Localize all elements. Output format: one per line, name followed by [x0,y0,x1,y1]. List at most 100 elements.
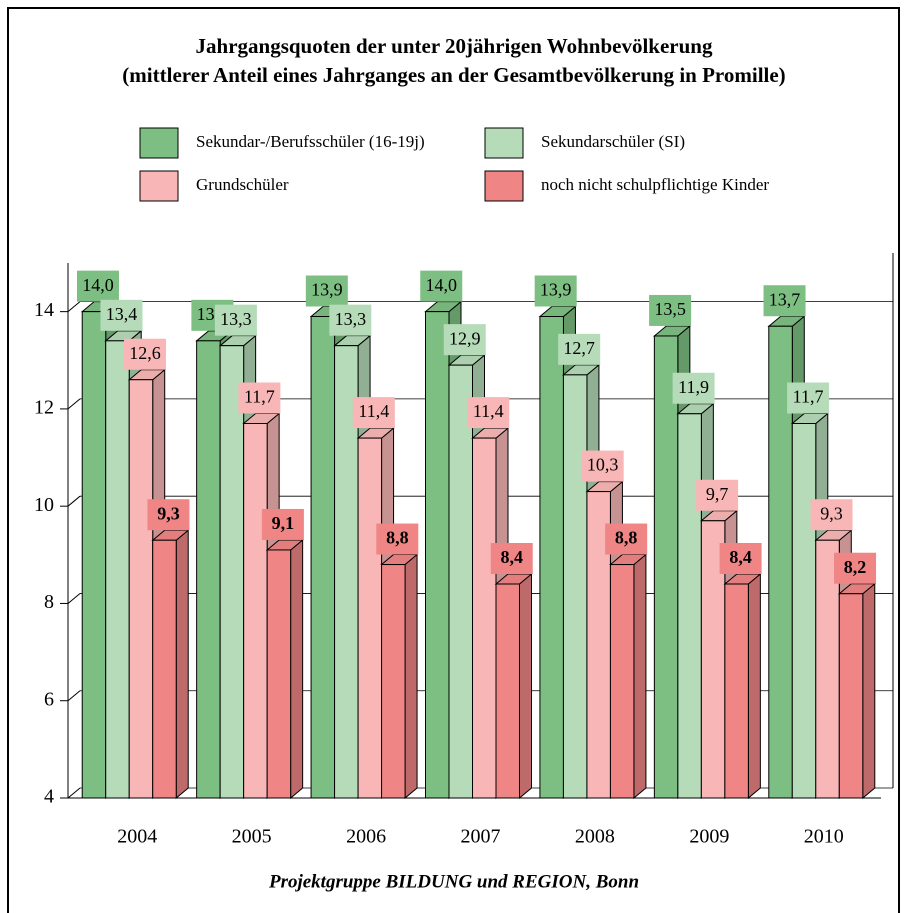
x-tick-label: 2005 [232,826,272,848]
legend-label: noch nicht schulpflichtige Kinder [541,175,769,194]
value-label: 13,4 [106,304,138,324]
value-label-box [534,275,577,307]
bar [357,437,383,799]
value-label: 11,9 [678,377,709,397]
bar-side [519,572,532,800]
bar [243,423,268,799]
value-label: 13,3 [220,309,252,329]
tick-depth [67,398,81,410]
value-label: 11,4 [473,401,504,421]
value-label-box [261,508,304,540]
legend-label: Sekundarschüler (SI) [541,132,685,151]
bar [105,340,130,799]
bar [219,345,245,799]
value-label-box [305,275,348,307]
bar [196,340,221,799]
value-label-box [376,523,419,555]
tick-depth [67,301,81,313]
legend-swatch [484,127,524,159]
bar [448,364,473,799]
value-label: 8,4 [501,547,524,567]
value-label-box [696,479,739,511]
value-label: 8,8 [386,528,409,548]
value-label-box [787,382,830,414]
value-label-box [420,270,463,302]
value-label-box [123,338,166,370]
bar-side [404,553,418,800]
value-label: 13,3 [335,309,367,329]
value-label: 9,3 [820,503,843,523]
bar-side [747,572,761,800]
legend-swatch [139,170,179,202]
value-label: 10,3 [587,455,619,475]
bar [791,423,817,799]
x-tick-label: 2010 [804,826,844,848]
bar [381,564,406,799]
frame [7,7,900,913]
bar [838,593,864,799]
value-label-box [834,552,877,584]
value-label-box [672,372,715,404]
value-label: 8,8 [615,528,638,548]
value-label: 12,9 [449,328,481,348]
value-label-box [581,450,624,482]
bar [653,335,679,799]
value-label: 9,3 [157,503,180,523]
value-label: 9,7 [706,484,729,504]
x-tick-label: 2008 [575,826,615,848]
bar [425,311,450,799]
value-label: 13,7 [769,289,801,309]
tick-depth [67,495,81,507]
value-label-box [100,299,143,331]
y-tick-label: 8 [44,591,54,613]
value-label-box [810,499,853,531]
value-label: 14,0 [82,275,114,295]
value-label-box [763,285,806,317]
legend-label: Grundschüler [196,175,289,194]
legend-swatch [139,127,179,159]
y-tick-label: 4 [44,786,54,808]
bar-side [633,553,647,800]
bar [677,413,702,799]
value-label-box [719,543,762,574]
value-label-box [147,499,190,531]
value-label-box [558,333,601,365]
bar [472,437,497,799]
value-label-box [467,397,510,429]
bar [152,539,177,799]
tick-depth [67,690,81,702]
bar [495,583,520,799]
x-tick-label: 2006 [346,826,386,848]
value-label: 9,1 [272,513,295,533]
value-label: 8,4 [729,547,752,567]
x-tick-label: 2009 [689,826,729,848]
value-label-box [214,304,257,336]
bar-side [290,538,304,800]
tick-depth [67,593,81,604]
bar [609,564,635,799]
y-tick-label: 10 [34,494,54,516]
bar [539,316,564,799]
value-label-box [352,397,395,429]
chart-subtitle: (mittlerer Anteil eines Jahrganges an de… [122,63,785,87]
value-label: 12,6 [129,343,161,363]
y-tick-label: 14 [34,299,54,321]
bar-side [175,529,189,800]
value-label: 11,7 [793,387,824,407]
bar-side [862,582,876,800]
legend-label: Sekundar-/Berufsschüler (16-19j) [196,132,425,151]
bar [266,549,292,799]
y-tick-label: 12 [34,397,54,419]
bar [128,379,154,799]
legend-swatch [484,170,524,202]
bar [81,311,107,799]
value-label: 14,0 [426,275,458,295]
value-label: 12,7 [563,338,595,358]
value-label-box [329,304,372,336]
value-label: 8,2 [844,557,867,577]
bar [724,583,749,799]
tick-depth [67,787,81,799]
y-tick-label: 6 [44,688,54,710]
